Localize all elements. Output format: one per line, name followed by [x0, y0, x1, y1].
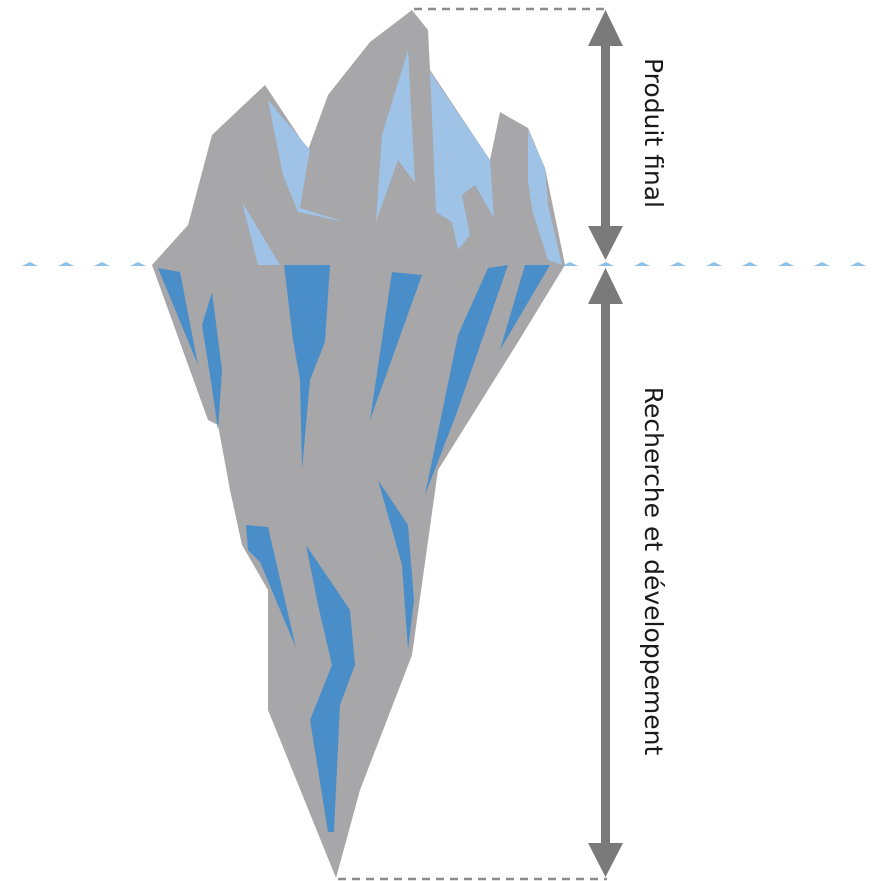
waterline-dash	[22, 262, 38, 266]
waterline-dash	[598, 262, 614, 266]
waterline-dash	[58, 262, 74, 266]
bottom-section-label: Recherche et développement	[639, 387, 668, 756]
highlight	[500, 265, 550, 350]
highlight	[242, 202, 280, 265]
highlight	[268, 100, 345, 222]
highlight	[376, 50, 415, 222]
highlight	[158, 268, 198, 365]
waterline-dash	[130, 262, 146, 266]
waterline-dash	[706, 262, 722, 266]
highlight	[430, 72, 494, 250]
iceberg-tip	[152, 10, 565, 265]
top-section-arrow	[588, 10, 623, 260]
waterline-dash	[742, 262, 758, 266]
highlight	[246, 525, 296, 648]
highlight	[425, 265, 508, 495]
waterline-dash	[562, 262, 578, 266]
waterline-dash	[670, 262, 686, 266]
highlight	[284, 265, 330, 470]
highlight	[528, 130, 562, 265]
bottom-section-arrow	[588, 268, 623, 877]
waterline-dash	[778, 262, 794, 266]
highlight	[370, 272, 422, 420]
iceberg-base-body	[152, 265, 565, 878]
iceberg-tip-body	[152, 10, 565, 265]
top-section-label: Produit final	[639, 58, 668, 208]
waterline-dash	[850, 262, 866, 266]
highlight	[202, 292, 222, 430]
highlight	[306, 545, 355, 832]
waterline-dash	[814, 262, 830, 266]
highlight	[378, 480, 414, 650]
waterline-dash	[634, 262, 650, 266]
waterline-dash	[94, 262, 110, 266]
iceberg-base	[152, 265, 565, 878]
